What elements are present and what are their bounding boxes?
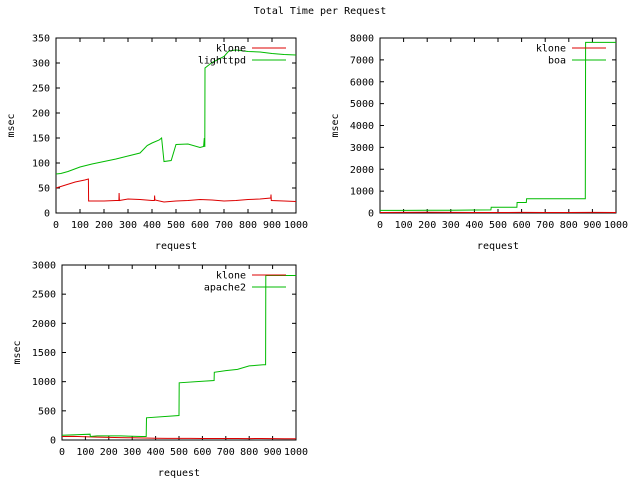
plot-frame [379,37,617,214]
legend-label-apache2: apache2 [204,283,246,294]
legend-label-klone: klone [216,271,246,282]
x-tick-label: 600 [513,220,531,231]
x-tick-label: 100 [395,220,413,231]
y-tick-label: 5000 [350,99,374,110]
legend-label-klone: klone [536,44,566,55]
x-tick-label: 1000 [284,447,308,458]
y-tick-label: 2000 [350,165,374,176]
y-tick-label: 150 [32,134,50,145]
x-tick-label: 400 [147,447,165,458]
x-tick-label: 100 [76,447,94,458]
x-tick-label: 200 [100,447,118,458]
chart-2: 0 100 200 300 400 500 600 700 800 900 100001000200… [330,34,628,253]
x-tick-label: 800 [239,220,257,231]
series-line-lighttpd [55,49,297,175]
y-tick-label: 0 [368,209,374,220]
x-axis-label: request [155,241,197,252]
y-tick-label: 8000 [350,34,374,45]
x-tick-label: 300 [123,447,141,458]
y-axis-label: msec [6,113,17,137]
x-tick-label: 200 [95,220,113,231]
plot-frame [55,37,297,214]
x-tick-label: 700 [536,220,554,231]
y-tick-label: 200 [32,109,50,120]
figure-title: Total Time per Request [253,6,387,17]
y-tick-label: 6000 [350,77,374,88]
y-tick-label: 250 [32,84,50,95]
x-axis-label: request [158,468,200,479]
y-axis-label: msec [330,113,341,137]
series-line-apache2 [61,275,296,438]
x-tick-label: 500 [170,447,188,458]
series-line-klone [61,435,296,440]
y-tick-label: 7000 [350,55,374,66]
x-tick-label: 1000 [604,220,628,231]
y-tick-label: 0 [50,436,56,447]
x-axis-label: request [477,241,519,252]
y-tick-label: 1000 [32,377,56,388]
x-tick-label: 500 [167,220,185,231]
x-tick-label: 700 [217,447,235,458]
legend-label-boa: boa [548,56,566,67]
y-tick-label: 2000 [32,319,56,330]
y-tick-label: 1000 [350,187,374,198]
x-tick-label: 600 [191,220,209,231]
chart-1: 0 100 200 300 400 500 600 700 800 900 1000 0 50 100 15… [6,34,308,253]
legend-label-klone: klone [216,44,246,55]
x-tick-label: 800 [560,220,578,231]
y-tick-label: 100 [32,159,50,170]
y-tick-label: 3000 [350,143,374,154]
x-tick-label: 0 [59,447,65,458]
y-tick-label: 4000 [350,121,374,132]
x-tick-label: 800 [240,447,258,458]
x-tick-label: 200 [418,220,436,231]
y-tick-label: 50 [38,184,50,195]
y-tick-label: 1500 [32,348,56,359]
x-tick-label: 700 [215,220,233,231]
chart-3: 0 100 200 300 400 500 600 700 800 900 100005001000… [12,261,308,480]
x-tick-label: 300 [442,220,460,231]
y-axis-label: msec [12,340,23,364]
x-tick-label: 0 [53,220,59,231]
x-tick-label: 600 [193,447,211,458]
y-tick-label: 0 [44,209,50,220]
y-tick-label: 3000 [32,261,56,272]
y-tick-label: 500 [38,406,56,417]
legend-label-lighttpd: lighttpd [198,56,246,67]
series-line-boa [380,41,616,211]
x-tick-label: 500 [489,220,507,231]
series-line-klone [55,178,297,203]
x-tick-label: 100 [71,220,89,231]
x-tick-label: 900 [583,220,601,231]
x-tick-label: 1000 [284,220,308,231]
x-tick-label: 300 [119,220,137,231]
y-tick-label: 2500 [32,290,56,301]
y-tick-label: 300 [32,59,50,70]
x-tick-label: 0 [377,220,383,231]
x-tick-label: 400 [143,220,161,231]
x-tick-label: 900 [264,447,282,458]
y-tick-label: 350 [32,34,50,45]
x-tick-label: 400 [465,220,483,231]
x-tick-label: 900 [263,220,281,231]
